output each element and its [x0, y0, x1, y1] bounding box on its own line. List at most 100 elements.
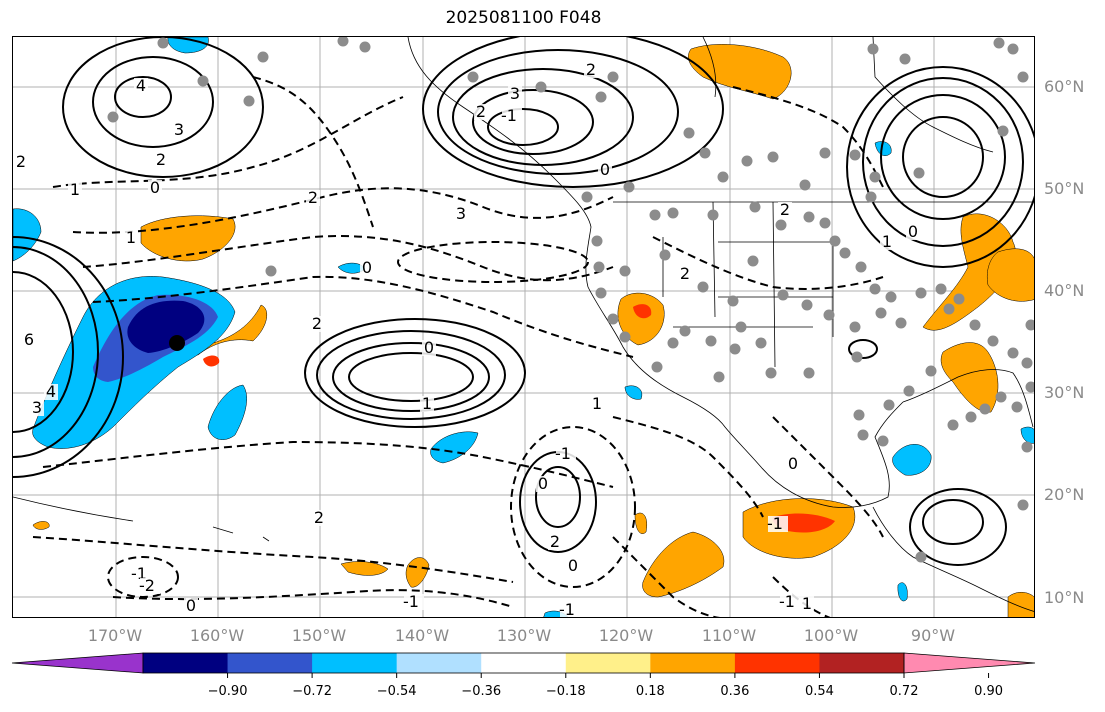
station-marker [581, 191, 593, 203]
station-marker [591, 235, 603, 247]
station-marker [869, 171, 881, 183]
contour-label: 3 [174, 120, 184, 139]
station-marker [683, 127, 695, 139]
contour-label: 1 [802, 594, 812, 613]
station-marker [1011, 401, 1023, 413]
colorbar-tick-label: −0.18 [545, 684, 586, 699]
contour-label-bg [172, 122, 186, 138]
station-marker [607, 313, 619, 325]
contour-label: 1 [422, 394, 432, 413]
station-marker [649, 209, 661, 221]
station-marker [741, 155, 753, 167]
contour-label: 4 [46, 382, 56, 401]
station-marker [875, 307, 887, 319]
station-marker [651, 361, 663, 373]
fill-red-region [203, 355, 220, 367]
station-marker [777, 289, 789, 301]
contour-label: -1 [403, 592, 419, 611]
solid-contours [13, 37, 1034, 566]
station-marker [953, 293, 965, 305]
contour-label: 2 [314, 508, 324, 527]
station-marker [853, 409, 865, 421]
filled-regions [13, 37, 1034, 617]
contour-label: -1 [559, 600, 575, 618]
station-marker [767, 151, 779, 163]
fill-lightblue-region [430, 431, 479, 464]
contour-label-bg [420, 396, 434, 412]
station-marker [995, 391, 1007, 403]
lat-label-60n: 60°N [1044, 77, 1085, 96]
station-marker [799, 179, 811, 191]
colorbar-tick-label: −0.72 [292, 684, 333, 699]
contour-label: 4 [136, 76, 146, 95]
contour-label: 2 [312, 314, 322, 333]
contour-label: -1 [767, 514, 783, 533]
lon-label-120w: 120°W [598, 626, 654, 645]
contour-label: 0 [424, 338, 434, 357]
lon-label-140w: 140°W [394, 626, 450, 645]
lon-label-160w: 160°W [189, 626, 245, 645]
station-marker [707, 209, 719, 221]
colorbar-segment [227, 653, 313, 673]
fill-orange-region [688, 44, 792, 100]
fill-lightblue-region [892, 444, 932, 476]
station-marker [1007, 347, 1019, 359]
station-marker [775, 219, 787, 231]
contour-label: 2 [156, 150, 166, 169]
contour-label: 2 [550, 532, 560, 551]
fill-orange-region [987, 248, 1034, 302]
station-marker [877, 435, 889, 447]
contour-label: 6 [24, 330, 34, 349]
station-marker [747, 255, 759, 267]
contour-label-bg [134, 78, 148, 94]
contour-label-bg [906, 224, 920, 240]
station-marker [1025, 319, 1034, 331]
contour-label-bg [502, 108, 522, 124]
lon-label-110w: 110°W [701, 626, 757, 645]
contour-label-bg [598, 162, 612, 178]
lat-label-30n: 30°N [1044, 383, 1085, 402]
contour-label: 2 [680, 264, 690, 283]
contour-label-bg [536, 476, 550, 492]
contour-label-bg [422, 340, 436, 356]
station-marker [819, 147, 831, 159]
fill-orange-region [940, 342, 999, 413]
station-marker [257, 51, 269, 63]
station-marker [595, 287, 607, 299]
station-marker [713, 371, 725, 383]
map-title: 2025081100 F048 [445, 8, 602, 28]
contour-label: 2 [476, 102, 486, 121]
station-marker [667, 207, 679, 219]
station-markers [107, 37, 1034, 563]
station-marker [947, 419, 959, 431]
lon-label-90w: 90°W [910, 626, 956, 645]
station-marker [107, 111, 119, 123]
station-marker [885, 291, 897, 303]
station-marker [839, 247, 851, 259]
station-marker [895, 317, 907, 329]
map-panel: 4 3 2 1 0 -1 2 3 2 0 2 3 6 4 3 2 1 0 2 1 1 0 2 -1 0 2 0 -1 2 -2 -1 -1 1 0… [12, 36, 1035, 618]
contour-label-bg [508, 86, 522, 102]
contour-label-bg [44, 384, 58, 400]
colorbar-segment [819, 653, 905, 673]
contour-label-bg [786, 456, 800, 472]
colorbar-segment [312, 653, 398, 673]
lon-label-130w: 130°W [496, 626, 552, 645]
station-marker [197, 75, 209, 87]
contour-label-bg [404, 594, 424, 610]
coastlines [13, 37, 1034, 612]
contour-label-bg [310, 316, 324, 332]
contour-label: -1 [779, 592, 795, 611]
contour-label-bg [778, 202, 792, 218]
contour-label: 0 [186, 596, 196, 615]
fill-lightblue-region [13, 208, 42, 262]
contour-label-bg [68, 182, 82, 198]
station-marker [243, 95, 255, 107]
contour-label-bg [584, 62, 598, 78]
station-marker [595, 91, 607, 103]
contour-label: 1 [882, 232, 892, 251]
station-marker [935, 283, 947, 295]
fill-lightblue-region [207, 384, 247, 440]
